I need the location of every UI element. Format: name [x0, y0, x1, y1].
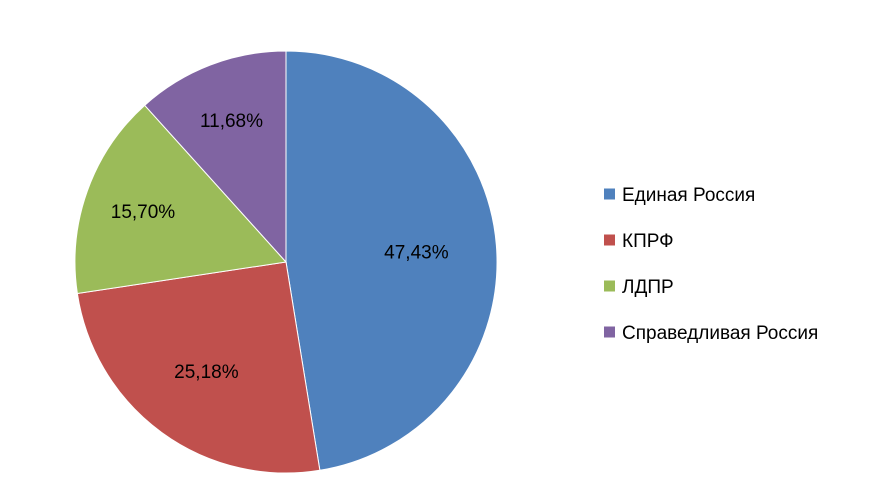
legend-swatch-2	[604, 234, 615, 246]
slice-value-label-1: 47,43%	[384, 243, 449, 264]
pie-slice-4	[143, 50, 287, 264]
legend-label-2: КПРФ	[622, 231, 674, 252]
pie-slice-1	[285, 50, 498, 471]
legend-swatch-1	[604, 188, 615, 200]
pie-slice-2	[76, 261, 321, 474]
pie-data-labels: 47,43% 25,18% 15,70% 11,68%	[111, 111, 449, 383]
legend-label-1: Единая Россия	[622, 185, 755, 206]
pie-slices	[74, 50, 498, 474]
slice-value-label-3: 15,70%	[111, 202, 176, 223]
legend-swatch-4	[604, 326, 615, 338]
slice-value-label-4: 11,68%	[200, 111, 263, 132]
legend-label-3: ЛДПР	[622, 277, 674, 298]
legend-swatch-3	[604, 280, 615, 292]
legend: Единая Россия КПРФ ЛДПР Справедливая Россия	[604, 185, 818, 344]
pie-slice-3	[74, 104, 287, 295]
legend-label-4: Справедливая Россия	[622, 323, 818, 344]
slice-value-label-2: 25,18%	[174, 362, 239, 383]
